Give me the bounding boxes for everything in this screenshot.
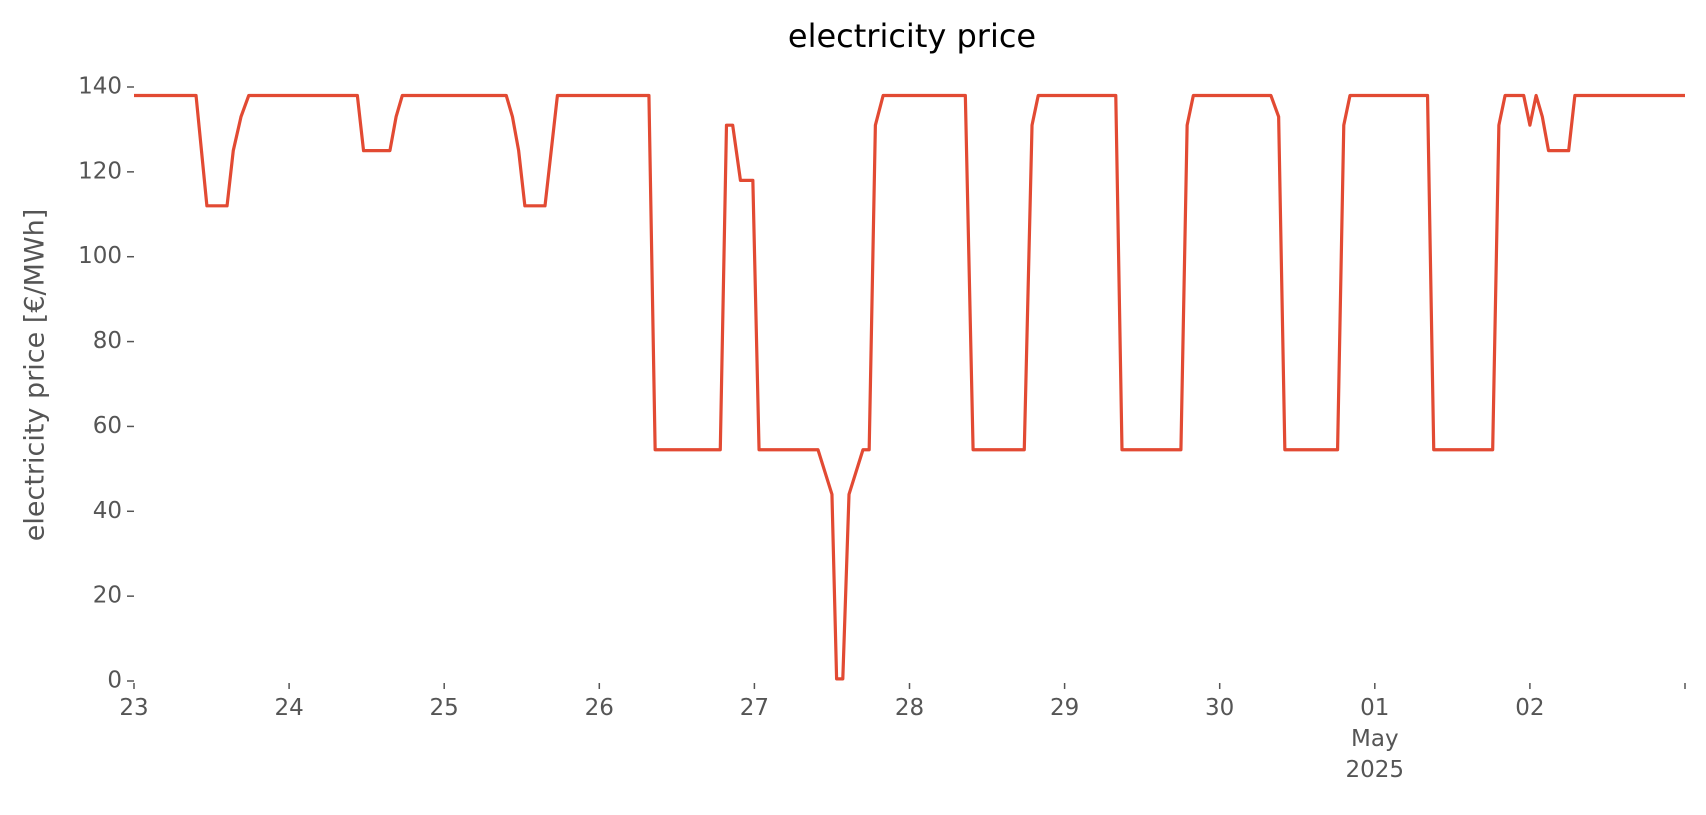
x-tick-label: 30 [1205,695,1235,721]
y-tick-label: 120 [78,158,122,184]
x-tick-label: 27 [739,695,770,721]
x-tick-label: 26 [584,695,614,721]
price-line [134,93,1685,681]
chart-title: electricity price [788,17,1036,55]
x-tick-label: 23 [119,695,149,721]
y-tick-label: 80 [93,328,122,354]
y-tick-label: 60 [93,413,122,439]
y-axis-label: electricity price [€/MWh] [20,209,51,541]
y-tick-label: 40 [93,498,122,524]
x-tick-label: 01 May 2025 [1345,695,1405,783]
y-tick-label: 0 [107,668,122,694]
x-tick-label: 28 [894,695,925,721]
y-tick-label: 20 [93,583,122,609]
x-tick-label: 29 [1049,695,1080,721]
x-tick-label: 25 [429,695,459,721]
x-tick-label: 02 [1515,695,1545,721]
x-tick-label: 24 [274,695,304,721]
y-tick-label: 100 [78,243,122,269]
y-tick-label: 140 [78,74,122,100]
